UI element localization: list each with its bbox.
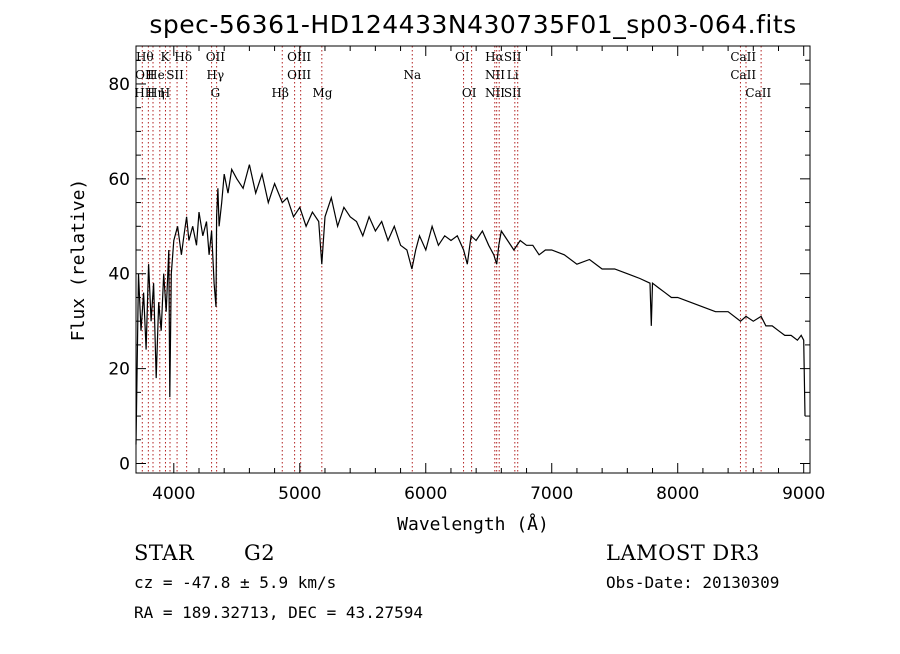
plot-frame: [135, 45, 811, 474]
x-axis-label: Wavelength (Å): [397, 513, 549, 535]
line-label-17-2: NII: [485, 86, 505, 100]
line-label-2-2: Hη: [147, 86, 165, 100]
redshift-text: cz = -47.8 ± 5.9 km/s: [134, 573, 336, 592]
line-label-17-1: NII: [485, 68, 505, 82]
x-tick-label: 6000: [404, 484, 447, 504]
x-axis-ticks: 4000 5000 6000 7000 8000 9000: [152, 46, 825, 504]
y-axis-label: Flux (relative): [68, 179, 89, 342]
obs-date: Obs-Date: 20130309: [606, 573, 779, 592]
line-label-4-2: H: [160, 86, 170, 100]
line-label-14-1: Na: [403, 68, 421, 82]
line-label-18-0: Hα: [485, 50, 504, 64]
line-label-11-0: OIII: [287, 50, 311, 64]
line-label-2-1: He: [147, 68, 165, 82]
line-label-13-2: Mg: [312, 86, 332, 100]
line-label-22-1: CaII: [730, 68, 756, 82]
line-label-0-1: OII: [135, 68, 155, 82]
line-label-8-1: Hγ: [207, 68, 225, 82]
x-tick-label: 5000: [278, 484, 321, 504]
y-tick-label: 0: [119, 455, 130, 475]
y-tick-label: 60: [108, 170, 130, 190]
coordinates: RA = 189.32713, DEC = 43.27594: [134, 603, 423, 622]
line-label-4-0: K: [160, 50, 170, 64]
y-tick-label: 20: [108, 360, 130, 380]
object-class: STAR: [134, 541, 195, 565]
line-label-22-0: CaII: [730, 50, 756, 64]
chart-title: spec-56361-HD124433N430735F01_sp03-064.f…: [149, 10, 796, 39]
survey-name: LAMOST DR3: [606, 541, 760, 565]
line-label-6-1: SII: [166, 68, 184, 82]
x-tick-label: 7000: [530, 484, 573, 504]
y-tick-label: 40: [108, 265, 130, 285]
x-tick-label: 8000: [656, 484, 699, 504]
line-label-0-0: Hθ: [136, 50, 154, 64]
x-tick-label: 4000: [152, 484, 195, 504]
line-label-24-2: CaII: [745, 86, 771, 100]
line-label-16-2: OI: [462, 86, 477, 100]
y-tick-label: 80: [108, 75, 130, 95]
object-subclass: G2: [244, 541, 275, 565]
line-label-20-1: Li: [507, 68, 519, 82]
line-label-10-2: Hβ: [272, 86, 289, 100]
flux-series-line: [135, 164, 806, 445]
line-label-11-1: OIII: [287, 68, 311, 82]
x-tick-label: 9000: [782, 484, 825, 504]
y-axis-ticks: 0 20 40 60 80: [108, 59, 810, 475]
line-label-20-2: SII: [504, 86, 522, 100]
line-label-8-2: G: [211, 86, 221, 100]
line-label-15-0: OI: [455, 50, 470, 64]
line-label-7-0: Hδ: [174, 50, 192, 64]
spectral-line-markers: [141, 46, 762, 473]
line-label-0-2: HH: [134, 86, 155, 100]
line-label-20-0: SII: [504, 50, 522, 64]
line-label-8-0: OII: [206, 50, 226, 64]
